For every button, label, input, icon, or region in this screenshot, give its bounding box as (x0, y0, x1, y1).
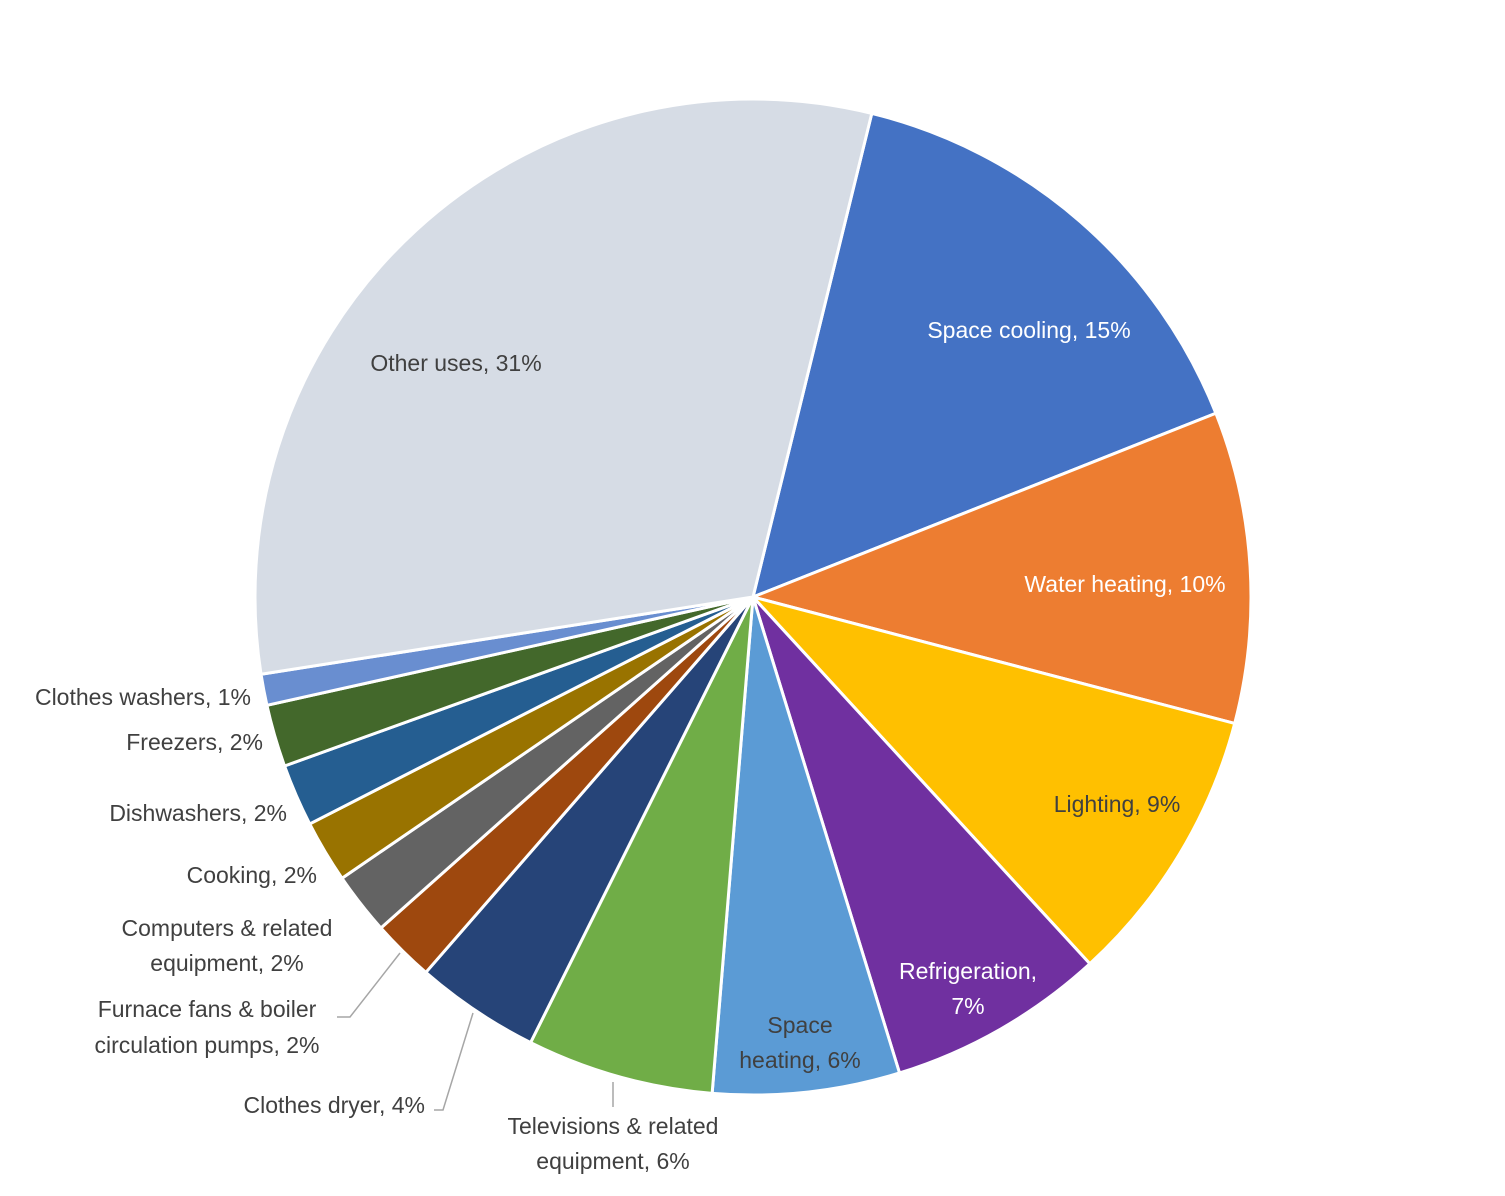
pie-slice-space-heating (710, 595, 902, 1097)
leader-lines (337, 952, 614, 1111)
data-labels: Space cooling, 15% Water heating, 10% Ligh… (35, 317, 1226, 1174)
pie-slice-water-heating (751, 411, 1253, 725)
pie-slice-lighting (751, 595, 1237, 966)
data-label-furnace-fans-boiler-circulation-pumps: Furnace fans & boiler circulation pumps, … (95, 996, 320, 1058)
data-label-cooking: Cooking, 2% (187, 862, 317, 888)
pie-slices (253, 97, 1253, 1097)
data-label-clothes-dryer: Clothes dryer, 4% (243, 1092, 425, 1118)
data-label-clothes-washers: Clothes washers, 1% (35, 684, 251, 710)
leader-line-clothes-dryer (434, 1012, 474, 1111)
data-label-freezers: Freezers, 2% (126, 729, 263, 755)
data-label-water-heating: Water heating, 10% (1024, 571, 1225, 597)
data-label-lighting: Lighting, 9% (1054, 791, 1181, 817)
data-label-televisions-related-equipment: Televisions & related equipment, 6% (508, 1113, 719, 1174)
pie-slice-space-cooling (751, 111, 1218, 599)
pie-slice-other-uses (253, 97, 874, 676)
data-label-space-heating: Space heating, 6% (739, 1012, 860, 1073)
data-label-space-cooling: Space cooling, 15% (927, 317, 1130, 343)
data-label-dishwashers: Dishwashers, 2% (109, 800, 287, 826)
pie-slice-refrigeration (751, 595, 1092, 1075)
leader-line-furnace-fans (337, 952, 401, 1018)
pie-slice-televisions-related-equipment (529, 595, 755, 1095)
data-label-refrigeration: Refrigeration, 7% (899, 958, 1037, 1019)
data-label-computers-related-equipment: Computers & related equipment, 2% (122, 915, 333, 976)
data-label-other-uses: Other uses, 31% (370, 350, 541, 376)
